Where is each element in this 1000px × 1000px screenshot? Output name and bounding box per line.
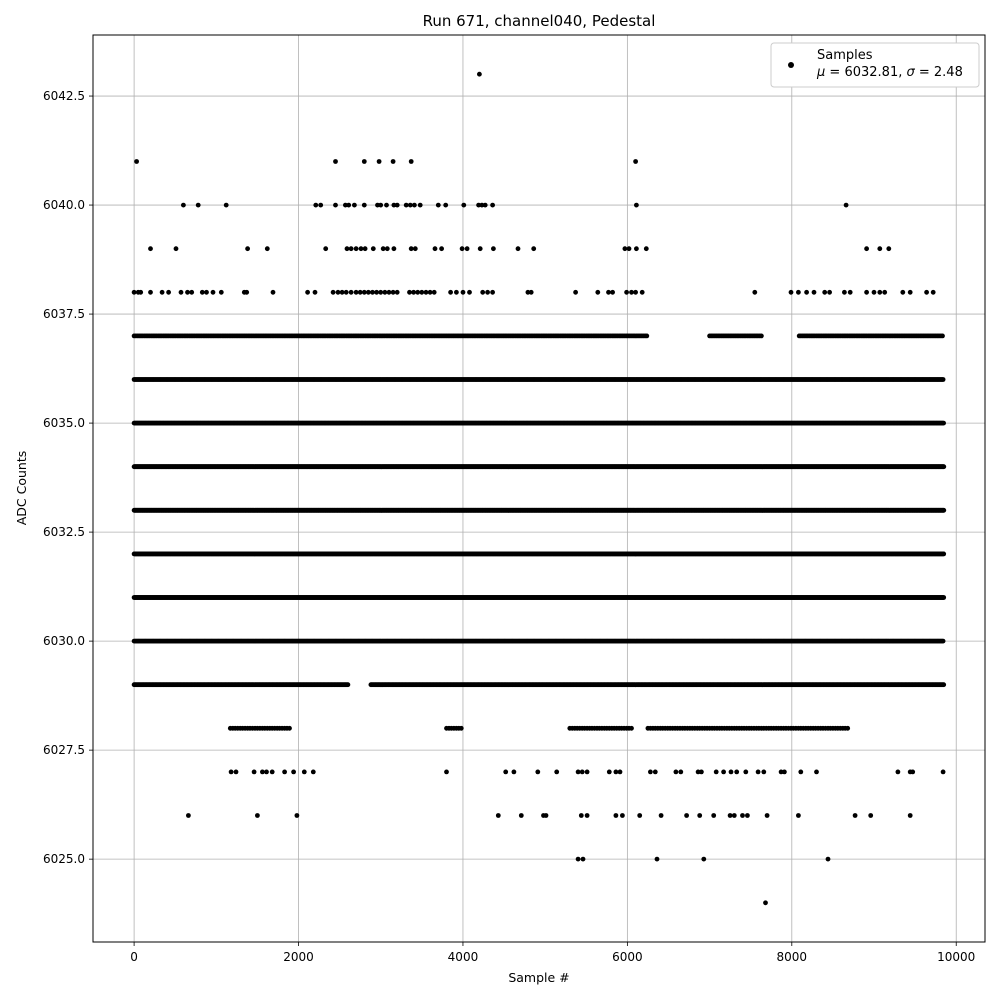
chart-title: Run 671, channel040, Pedestal <box>423 12 656 30</box>
sample-point <box>940 377 946 382</box>
sample-point <box>941 464 947 470</box>
sample-point <box>941 420 946 426</box>
sample-points <box>131 71 947 906</box>
sample-point <box>759 333 764 339</box>
sample-point <box>644 333 650 339</box>
sample-point <box>940 333 945 339</box>
plot-area <box>93 35 985 942</box>
